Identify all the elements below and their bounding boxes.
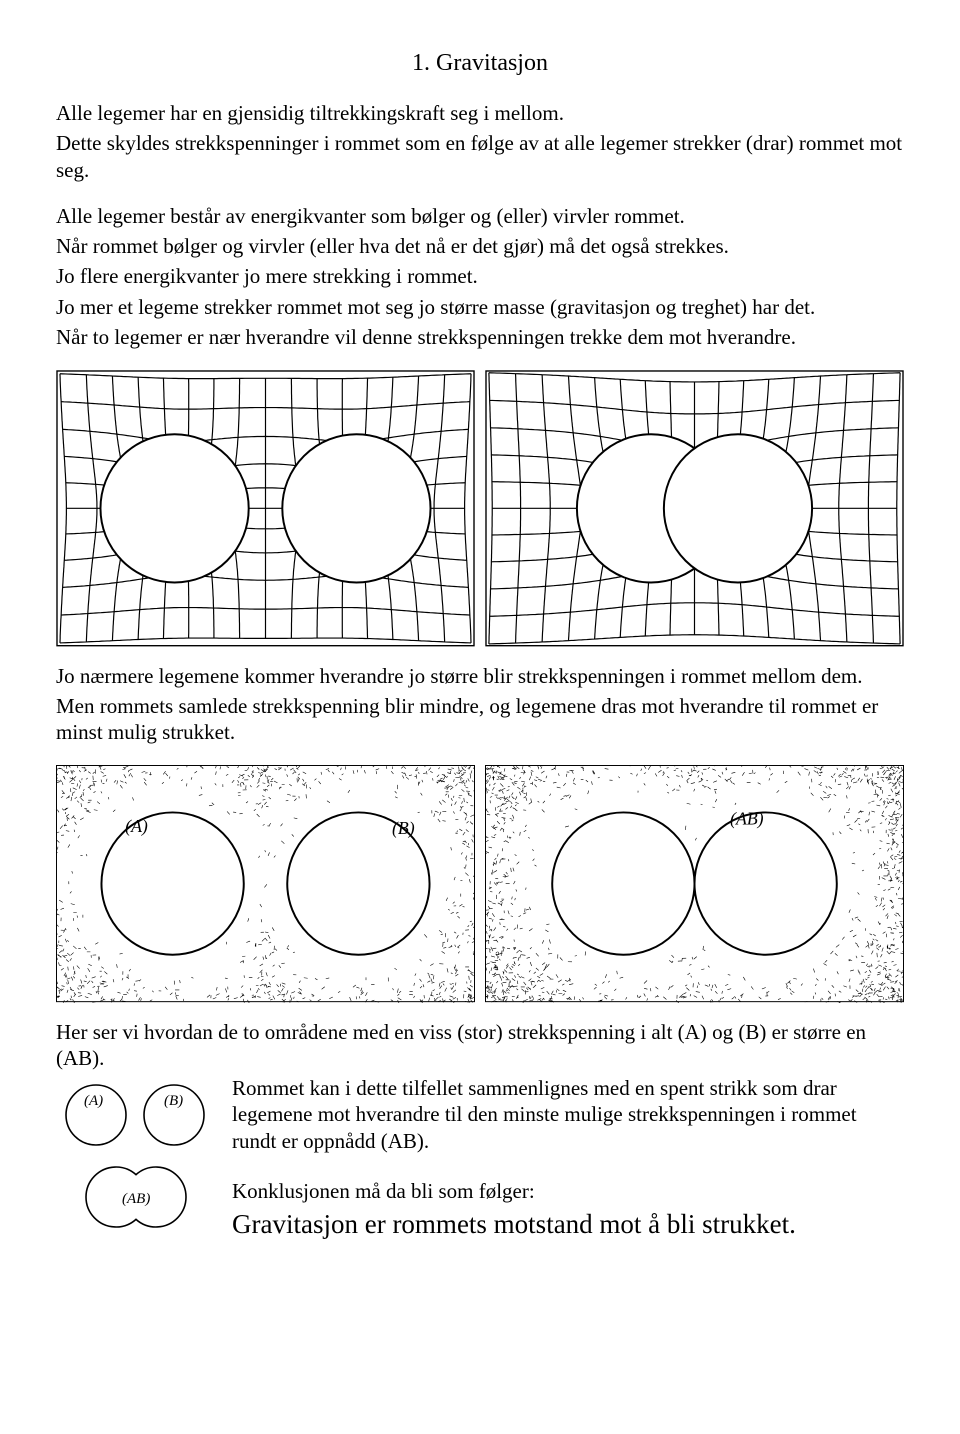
mini-figure-a-b: (A) (B) — [56, 1075, 216, 1151]
grid-figure-row — [56, 370, 904, 647]
mini-figure-ab: (AB) — [56, 1157, 216, 1233]
page-title: 1. Gravitasjon — [56, 48, 904, 78]
text: Jo flere energikvanter jo mere strekking… — [56, 263, 904, 289]
text: Men rommets samlede strekkspenning blir … — [56, 693, 904, 746]
conclusion: Gravitasjon er rommets motstand mot å bl… — [232, 1208, 904, 1242]
text: Her ser vi hvordan de to områdene med en… — [56, 1019, 904, 1072]
text: Når rommet bølger og virvler (eller hva … — [56, 233, 904, 259]
svg-text:(AB): (AB) — [730, 809, 764, 830]
text: Alle legemer har en gjensidig tiltrekkin… — [56, 100, 904, 126]
text: Når to legemer er nær hverandre vil denn… — [56, 324, 904, 350]
grid-figure-together — [485, 370, 904, 647]
bottom-section: (A) (B) (AB) Rommet kan i dette tilfellet… — [56, 1075, 904, 1246]
speckle-figure-apart: (A) (B) — [56, 765, 475, 1002]
svg-text:(B): (B) — [392, 819, 415, 840]
text: Dette skyldes strekkspenninger i rommet … — [56, 130, 904, 183]
speckle-figure-together: (AB) — [485, 765, 904, 1002]
text: Jo mer et legeme strekker rommet mot seg… — [56, 294, 904, 320]
svg-text:(AB): (AB) — [122, 1191, 150, 1207]
svg-text:(B): (B) — [164, 1093, 183, 1109]
svg-text:(A): (A) — [125, 817, 148, 838]
text: Rommet kan i dette tilfellet sammenligne… — [232, 1075, 904, 1154]
grid-figure-apart — [56, 370, 475, 647]
svg-text:(A): (A) — [84, 1093, 103, 1109]
intro-para-1: Alle legemer har en gjensidig tiltrekkin… — [56, 100, 904, 183]
text: Alle legemer består av energikvanter som… — [56, 203, 904, 229]
speckle-figure-row: (A) (B) (AB) — [56, 765, 904, 1002]
mid-para: Jo nærmere legemene kommer hverandre jo … — [56, 663, 904, 746]
text: Jo nærmere legemene kommer hverandre jo … — [56, 663, 904, 689]
text: Konklusjonen må da bli som følger: — [232, 1178, 904, 1204]
intro-para-2: Alle legemer består av energikvanter som… — [56, 203, 904, 350]
